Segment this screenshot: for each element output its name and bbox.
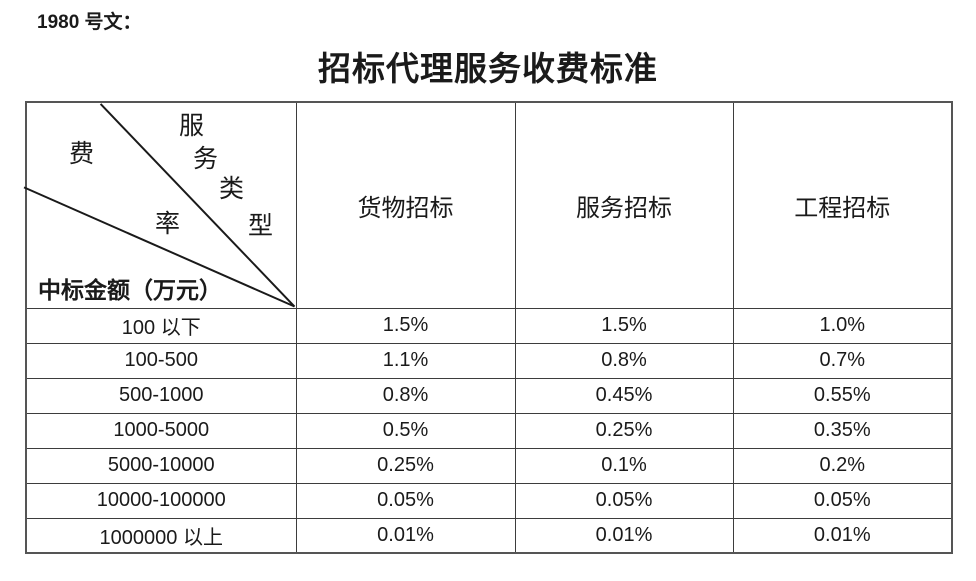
amount-axis-label: 中标金额（万元） [38,277,222,304]
service-rate-cell: 0.01% [514,517,734,554]
table-row: 100 以下 1.5% 1.5% 1.0% [25,307,953,344]
column-header-service: 服务招标 [514,101,734,309]
table-row: 100-500 1.1% 0.8% 0.7% [25,342,953,379]
table-header-row: 费 服 务 类 率 型 中标金额（万元） 货物招标 服务招标 工程招标 [23,101,953,309]
amount-range-cell: 5000-10000 [25,447,297,484]
column-header-goods: 货物招标 [295,101,516,309]
amount-range-cell: 1000000 以上 [25,517,297,554]
doc-reference-number: 1980 号文： [37,12,142,33]
service-rate-cell: 0.45% [514,377,734,414]
corner-label-service-char-3: 类 [219,174,245,203]
diagonal-corner-cell: 费 服 务 类 率 型 中标金额（万元） [23,101,297,309]
engineering-rate-cell: 0.55% [732,377,953,414]
corner-label-service-char-2: 务 [193,144,219,173]
corner-label-service-char-4: 型 [248,211,274,240]
page-title: 招标代理服务收费标准 [318,49,658,88]
table-row: 500-1000 0.8% 0.45% 0.55% [25,377,953,414]
engineering-rate-cell: 0.01% [732,517,953,554]
goods-rate-cell: 0.8% [295,377,516,414]
service-rate-cell: 0.8% [514,342,734,379]
amount-range-cell: 500-1000 [25,377,297,414]
table-row: 1000000 以上 0.01% 0.01% 0.01% [25,517,953,554]
service-rate-cell: 1.5% [514,307,734,344]
goods-rate-cell: 0.05% [295,482,516,519]
amount-range-cell: 100-500 [25,342,297,379]
engineering-rate-cell: 0.7% [732,342,953,379]
goods-rate-cell: 0.01% [295,517,516,554]
service-rate-cell: 0.05% [514,482,734,519]
service-rate-cell: 0.1% [514,447,734,484]
goods-rate-cell: 1.5% [295,307,516,344]
engineering-rate-cell: 0.05% [732,482,953,519]
table-row: 5000-10000 0.25% 0.1% 0.2% [25,447,953,484]
corner-label-fee: 费 [69,139,95,168]
diagonal-split-lines-icon [23,103,296,308]
engineering-rate-cell: 0.35% [732,412,953,449]
column-header-engineering: 工程招标 [732,101,953,309]
goods-rate-cell: 1.1% [295,342,516,379]
table-row: 1000-5000 0.5% 0.25% 0.35% [25,412,953,449]
corner-label-rate: 率 [155,209,181,238]
corner-label-service-char-1: 服 [179,111,205,140]
fee-standard-table: 费 服 务 类 率 型 中标金额（万元） 货物招标 服务招标 工程招标 100 … [23,101,953,554]
amount-range-cell: 1000-5000 [25,412,297,449]
service-rate-cell: 0.25% [514,412,734,449]
goods-rate-cell: 0.25% [295,447,516,484]
table-row: 10000-100000 0.05% 0.05% 0.05% [25,482,953,519]
goods-rate-cell: 0.5% [295,412,516,449]
amount-range-cell: 10000-100000 [25,482,297,519]
amount-range-cell: 100 以下 [25,307,297,344]
engineering-rate-cell: 1.0% [732,307,953,344]
engineering-rate-cell: 0.2% [732,447,953,484]
